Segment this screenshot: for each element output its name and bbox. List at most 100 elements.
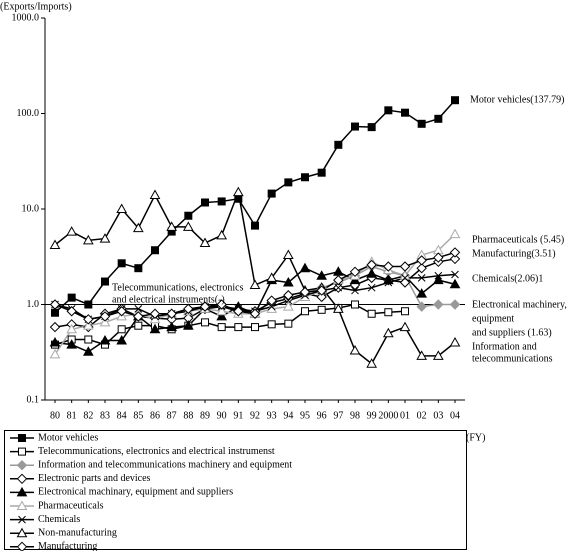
legend-marker	[16, 486, 28, 497]
x-tick-label: 80	[50, 410, 60, 421]
marker	[316, 285, 327, 296]
marker	[184, 211, 193, 220]
annotation: Electronical machinery,	[472, 299, 567, 310]
marker	[433, 252, 444, 263]
marker	[301, 173, 309, 182]
x-tick-label: 85	[133, 410, 143, 421]
x-tick-label: 2000	[378, 410, 398, 421]
marker	[82, 320, 94, 330]
marker	[284, 178, 293, 187]
legend-entry: Information and telecommunications machi…	[38, 459, 292, 470]
marker	[49, 321, 61, 333]
legend-marker	[18, 515, 26, 524]
marker	[149, 189, 161, 200]
marker	[116, 203, 128, 213]
x-tick-label: 98	[350, 410, 360, 421]
marker	[133, 311, 144, 322]
marker	[49, 299, 61, 310]
annotation: Motor vehicles(137.79)	[470, 94, 564, 105]
marker	[117, 259, 126, 268]
x-tick-label: 02	[417, 410, 427, 421]
marker	[366, 358, 378, 368]
marker	[416, 301, 427, 312]
legend-marker	[16, 473, 28, 485]
marker	[417, 274, 426, 282]
y-tick-label: 100.0	[17, 108, 40, 119]
marker	[367, 283, 376, 292]
marker	[266, 272, 278, 282]
marker	[84, 335, 93, 344]
marker	[183, 303, 194, 315]
marker	[384, 278, 393, 287]
series-line	[54, 303, 406, 346]
marker	[367, 309, 376, 318]
marker	[99, 316, 111, 327]
marker	[301, 307, 309, 316]
x-tick-label: 81	[67, 410, 77, 421]
marker	[217, 197, 226, 206]
marker	[434, 114, 443, 123]
marker	[149, 308, 161, 319]
marker	[451, 270, 459, 279]
annotation: and suppliers (1.63)	[472, 327, 552, 338]
marker	[82, 346, 94, 356]
annotation: Information and	[472, 341, 537, 352]
marker	[284, 319, 293, 328]
annotation: telecommunications	[472, 353, 553, 364]
x-tick-label: 91	[233, 410, 243, 421]
marker	[201, 318, 209, 327]
marker	[284, 296, 293, 305]
marker	[67, 293, 76, 302]
marker	[232, 186, 244, 197]
marker	[267, 320, 276, 329]
marker	[199, 237, 211, 248]
legend-entry: Manufacturing	[38, 541, 97, 551]
x-tick-label: 92	[250, 410, 260, 421]
marker	[334, 283, 343, 292]
marker	[267, 189, 276, 198]
legend-entry: Electronical machinary, equipment and su…	[38, 487, 233, 498]
marker	[82, 234, 94, 245]
marker	[401, 274, 409, 282]
marker	[433, 299, 444, 310]
marker	[49, 348, 61, 359]
marker	[416, 262, 427, 274]
legend-marker	[16, 459, 28, 471]
legend-entry: Electronic parts and devices	[38, 473, 151, 484]
marker	[234, 323, 243, 332]
x-tick-label: 04	[450, 410, 460, 421]
marker	[282, 276, 294, 287]
marker	[99, 334, 111, 345]
marker	[351, 300, 359, 309]
marker	[317, 305, 326, 314]
marker	[451, 96, 459, 105]
marker	[349, 344, 361, 355]
marker	[51, 308, 59, 317]
y-axis-label: (Exports/Imports)	[0, 1, 72, 12]
marker	[117, 325, 126, 334]
marker	[282, 249, 294, 259]
marker	[283, 290, 294, 301]
y-tick-label: 1000.0	[12, 12, 40, 23]
marker	[216, 229, 228, 240]
x-tick-label: 83	[100, 410, 110, 421]
marker	[101, 277, 109, 286]
legend-marker	[16, 527, 28, 538]
legend-entry: Non-manufacturing	[38, 527, 117, 538]
marker	[449, 299, 461, 310]
marker	[316, 291, 327, 303]
annotation: and electrical instruments(-)	[112, 294, 225, 305]
annotation: Manufacturing(3.51)	[472, 248, 556, 259]
marker	[84, 300, 93, 309]
marker	[432, 350, 444, 360]
x-tick-label: 97	[333, 410, 343, 421]
legend-entry: Chemicals	[38, 514, 80, 525]
marker	[134, 321, 143, 330]
y-tick-label: 0.1	[27, 394, 40, 405]
marker	[351, 286, 359, 295]
marker	[99, 233, 111, 243]
marker	[417, 119, 426, 128]
x-tick-label: 96	[317, 410, 327, 421]
marker	[432, 274, 444, 285]
